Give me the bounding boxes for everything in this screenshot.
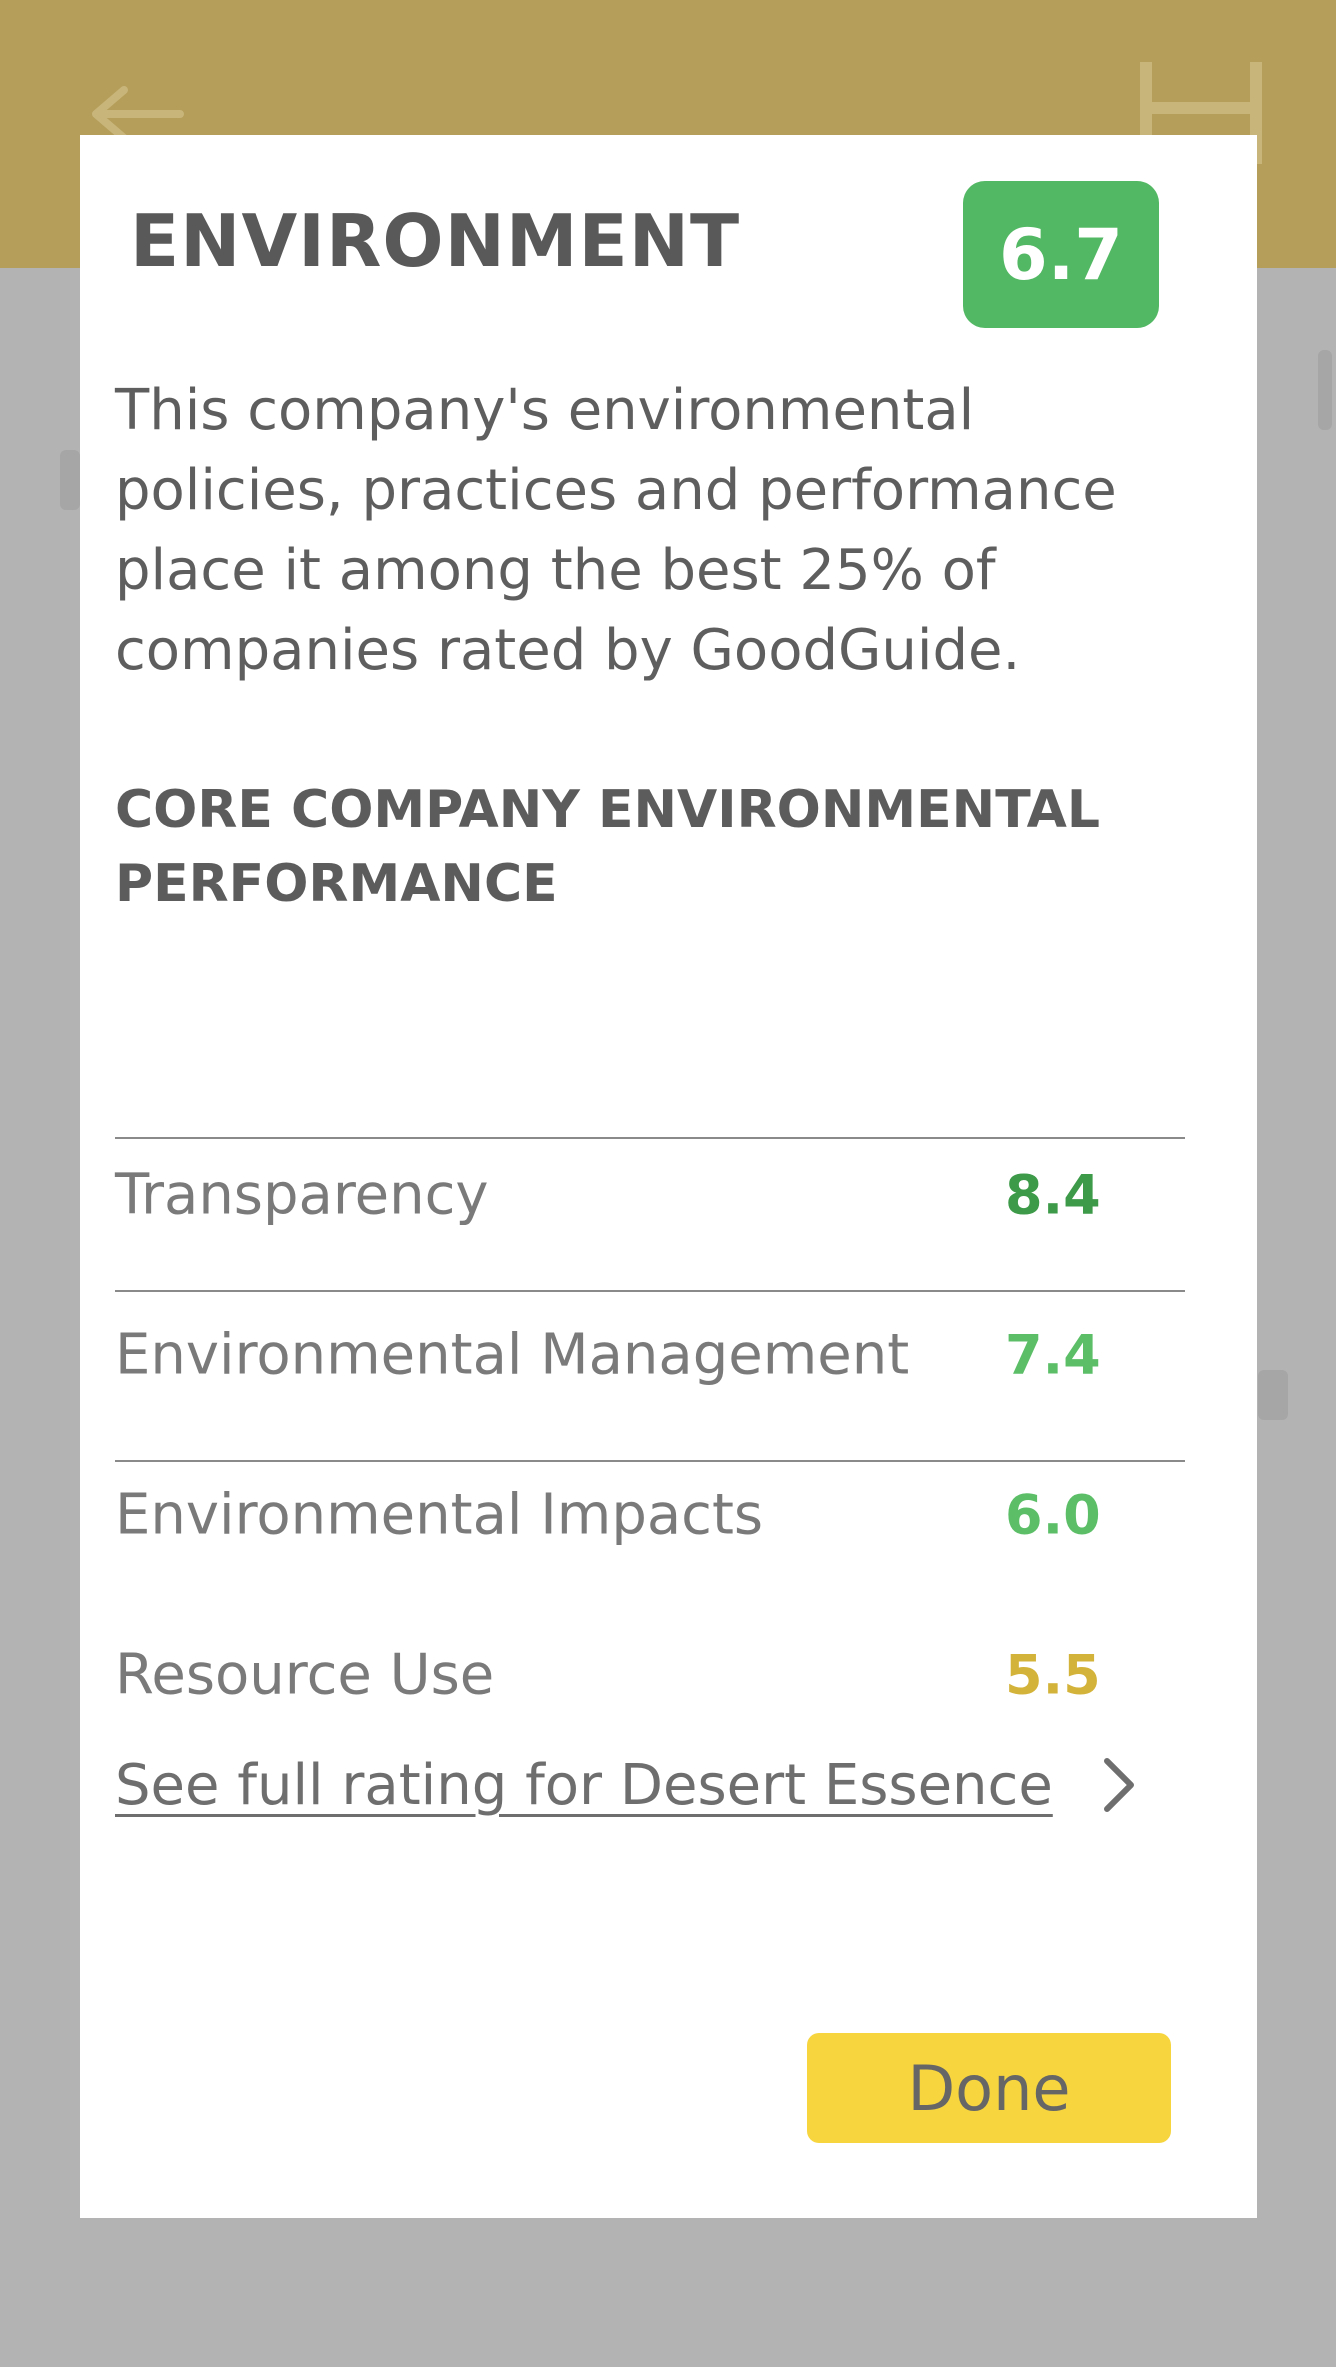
full-rating-link-text[interactable]: See full rating for Desert Essence (115, 1752, 1053, 1818)
metric-value: 7.4 (1005, 1323, 1101, 1387)
back-arrow-icon[interactable] (84, 84, 184, 144)
chevron-right-icon[interactable] (1099, 1755, 1139, 1815)
environment-modal: ENVIRONMENT 6.7 This company's environme… (80, 135, 1257, 2218)
done-button[interactable]: Done (807, 2033, 1171, 2143)
divider (115, 1290, 1185, 1292)
metric-value: 8.4 (1005, 1163, 1101, 1227)
metric-label: Environmental Impacts (115, 1482, 764, 1548)
metric-row-resource-use: Resource Use 5.5 (115, 1595, 1185, 1755)
metric-row-environmental-management: Environmental Management 7.4 (115, 1275, 1185, 1435)
metric-row-transparency: Transparency 8.4 (115, 1115, 1185, 1275)
modal-description: This company's environmental policies, p… (115, 378, 1117, 683)
metric-label: Environmental Management (115, 1322, 910, 1388)
divider (115, 1137, 1185, 1139)
background-content (60, 450, 80, 510)
background-content (1258, 1370, 1288, 1420)
modal-title: ENVIRONMENT (130, 199, 741, 283)
metric-value: 5.5 (1005, 1643, 1101, 1707)
background-content (1318, 350, 1332, 430)
divider (115, 1460, 1185, 1462)
metric-value: 6.0 (1005, 1483, 1101, 1547)
environment-score-badge: 6.7 (963, 181, 1159, 328)
full-rating-link[interactable]: See full rating for Desert Essence (115, 1735, 1155, 1835)
metric-label: Resource Use (115, 1642, 495, 1708)
metric-label: Transparency (115, 1162, 489, 1228)
metric-row-environmental-impacts: Environmental Impacts 6.0 (115, 1435, 1185, 1595)
section-heading: CORE COMPANY ENVIRONMENTAL PERFORMANCE (115, 780, 1101, 914)
